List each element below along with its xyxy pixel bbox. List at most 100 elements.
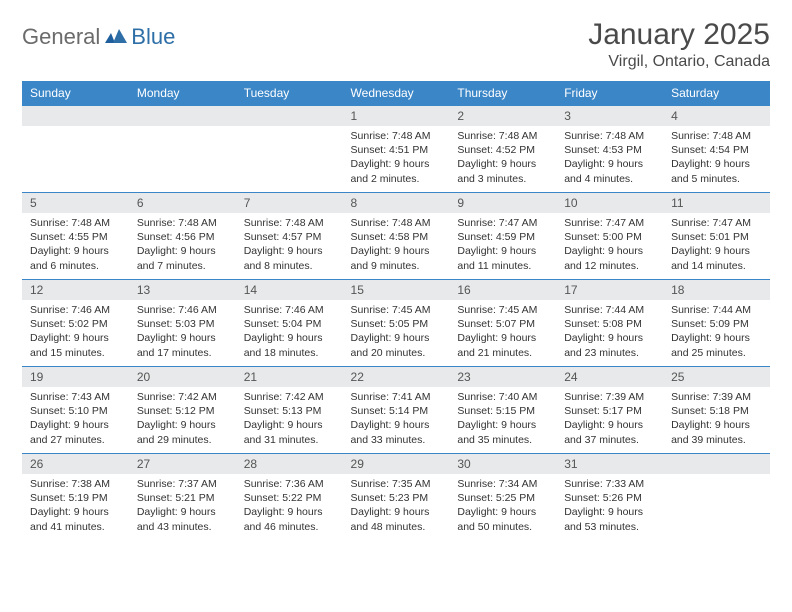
day-number: 25 [663, 367, 770, 387]
day-number: 22 [343, 367, 450, 387]
week-daynum-row: 12131415161718 [22, 280, 770, 301]
day-number-cell: 1 [343, 106, 450, 127]
day-content: Sunrise: 7:39 AMSunset: 5:18 PMDaylight:… [663, 387, 770, 453]
day-content-cell: Sunrise: 7:35 AMSunset: 5:23 PMDaylight:… [343, 474, 450, 540]
header: General Blue January 2025 Virgil, Ontari… [22, 18, 770, 71]
day-content-cell: Sunrise: 7:48 AMSunset: 4:56 PMDaylight:… [129, 213, 236, 280]
empty-day-number [22, 106, 129, 127]
week-daynum-row: 19202122232425 [22, 367, 770, 388]
day-content: Sunrise: 7:47 AMSunset: 4:59 PMDaylight:… [449, 213, 556, 279]
day-number-cell: 4 [663, 106, 770, 127]
day-number-cell: 31 [556, 454, 663, 475]
day-number: 18 [663, 280, 770, 300]
day-number: 5 [22, 193, 129, 213]
brand-mark-icon [105, 27, 127, 48]
day-number: 23 [449, 367, 556, 387]
day-number: 21 [236, 367, 343, 387]
day-number-cell: 14 [236, 280, 343, 301]
day-number-cell: 20 [129, 367, 236, 388]
brand-logo: General Blue [22, 24, 175, 50]
day-content-cell: Sunrise: 7:44 AMSunset: 5:09 PMDaylight:… [663, 300, 770, 367]
day-number-cell: 25 [663, 367, 770, 388]
day-content: Sunrise: 7:38 AMSunset: 5:19 PMDaylight:… [22, 474, 129, 540]
day-number-cell: 19 [22, 367, 129, 388]
day-content-cell: Sunrise: 7:46 AMSunset: 5:02 PMDaylight:… [22, 300, 129, 367]
week-daynum-row: 1234 [22, 106, 770, 127]
day-content: Sunrise: 7:48 AMSunset: 4:57 PMDaylight:… [236, 213, 343, 279]
day-content: Sunrise: 7:39 AMSunset: 5:17 PMDaylight:… [556, 387, 663, 453]
day-number-cell: 26 [22, 454, 129, 475]
day-number-cell: 9 [449, 193, 556, 214]
day-number: 11 [663, 193, 770, 213]
day-number-cell: 3 [556, 106, 663, 127]
weekday-header: Monday [129, 81, 236, 106]
day-number: 24 [556, 367, 663, 387]
day-content: Sunrise: 7:48 AMSunset: 4:56 PMDaylight:… [129, 213, 236, 279]
day-content: Sunrise: 7:48 AMSunset: 4:58 PMDaylight:… [343, 213, 450, 279]
day-number-cell: 10 [556, 193, 663, 214]
weekday-header: Tuesday [236, 81, 343, 106]
day-number-cell: 2 [449, 106, 556, 127]
day-content: Sunrise: 7:45 AMSunset: 5:05 PMDaylight:… [343, 300, 450, 366]
day-content-cell: Sunrise: 7:48 AMSunset: 4:51 PMDaylight:… [343, 126, 450, 193]
day-content: Sunrise: 7:47 AMSunset: 5:01 PMDaylight:… [663, 213, 770, 279]
title-block: January 2025 Virgil, Ontario, Canada [588, 18, 770, 71]
day-content-cell: Sunrise: 7:47 AMSunset: 4:59 PMDaylight:… [449, 213, 556, 280]
month-title: January 2025 [588, 18, 770, 51]
day-content-cell: Sunrise: 7:39 AMSunset: 5:17 PMDaylight:… [556, 387, 663, 454]
empty-day-number [663, 454, 770, 475]
day-content: Sunrise: 7:42 AMSunset: 5:12 PMDaylight:… [129, 387, 236, 453]
day-number: 26 [22, 454, 129, 474]
weekday-header: Saturday [663, 81, 770, 106]
week-content-row: Sunrise: 7:46 AMSunset: 5:02 PMDaylight:… [22, 300, 770, 367]
weekday-header: Thursday [449, 81, 556, 106]
day-number: 8 [343, 193, 450, 213]
brand-text-1: General [22, 24, 100, 50]
day-number: 4 [663, 106, 770, 126]
day-content-cell: Sunrise: 7:44 AMSunset: 5:08 PMDaylight:… [556, 300, 663, 367]
day-content: Sunrise: 7:44 AMSunset: 5:09 PMDaylight:… [663, 300, 770, 366]
day-number: 30 [449, 454, 556, 474]
day-number-cell: 27 [129, 454, 236, 475]
day-content: Sunrise: 7:42 AMSunset: 5:13 PMDaylight:… [236, 387, 343, 453]
day-content: Sunrise: 7:48 AMSunset: 4:55 PMDaylight:… [22, 213, 129, 279]
day-content-cell: Sunrise: 7:42 AMSunset: 5:12 PMDaylight:… [129, 387, 236, 454]
week-daynum-row: 567891011 [22, 193, 770, 214]
day-content: Sunrise: 7:45 AMSunset: 5:07 PMDaylight:… [449, 300, 556, 366]
day-content: Sunrise: 7:47 AMSunset: 5:00 PMDaylight:… [556, 213, 663, 279]
week-content-row: Sunrise: 7:48 AMSunset: 4:55 PMDaylight:… [22, 213, 770, 280]
day-number-cell: 15 [343, 280, 450, 301]
day-content: Sunrise: 7:36 AMSunset: 5:22 PMDaylight:… [236, 474, 343, 540]
day-content-cell: Sunrise: 7:48 AMSunset: 4:55 PMDaylight:… [22, 213, 129, 280]
day-content-cell: Sunrise: 7:40 AMSunset: 5:15 PMDaylight:… [449, 387, 556, 454]
day-number-cell: 28 [236, 454, 343, 475]
day-number-cell: 21 [236, 367, 343, 388]
empty-day-number [129, 106, 236, 127]
day-number-cell: 11 [663, 193, 770, 214]
day-content: Sunrise: 7:35 AMSunset: 5:23 PMDaylight:… [343, 474, 450, 540]
day-number-cell: 12 [22, 280, 129, 301]
day-number: 16 [449, 280, 556, 300]
week-daynum-row: 262728293031 [22, 454, 770, 475]
day-content-cell: Sunrise: 7:45 AMSunset: 5:05 PMDaylight:… [343, 300, 450, 367]
day-number-cell: 22 [343, 367, 450, 388]
weekday-header-row: SundayMondayTuesdayWednesdayThursdayFrid… [22, 81, 770, 106]
day-content: Sunrise: 7:46 AMSunset: 5:02 PMDaylight:… [22, 300, 129, 366]
day-content: Sunrise: 7:43 AMSunset: 5:10 PMDaylight:… [22, 387, 129, 453]
day-number: 10 [556, 193, 663, 213]
day-content-cell: Sunrise: 7:48 AMSunset: 4:57 PMDaylight:… [236, 213, 343, 280]
day-content-cell: Sunrise: 7:43 AMSunset: 5:10 PMDaylight:… [22, 387, 129, 454]
day-number: 7 [236, 193, 343, 213]
day-content: Sunrise: 7:40 AMSunset: 5:15 PMDaylight:… [449, 387, 556, 453]
day-number: 2 [449, 106, 556, 126]
day-number-cell: 18 [663, 280, 770, 301]
day-number-cell: 8 [343, 193, 450, 214]
day-number: 28 [236, 454, 343, 474]
day-content: Sunrise: 7:48 AMSunset: 4:51 PMDaylight:… [343, 126, 450, 192]
day-content-cell: Sunrise: 7:37 AMSunset: 5:21 PMDaylight:… [129, 474, 236, 540]
day-number: 27 [129, 454, 236, 474]
day-number: 13 [129, 280, 236, 300]
calendar-page: General Blue January 2025 Virgil, Ontari… [0, 0, 792, 550]
day-number: 17 [556, 280, 663, 300]
day-number-cell: 16 [449, 280, 556, 301]
